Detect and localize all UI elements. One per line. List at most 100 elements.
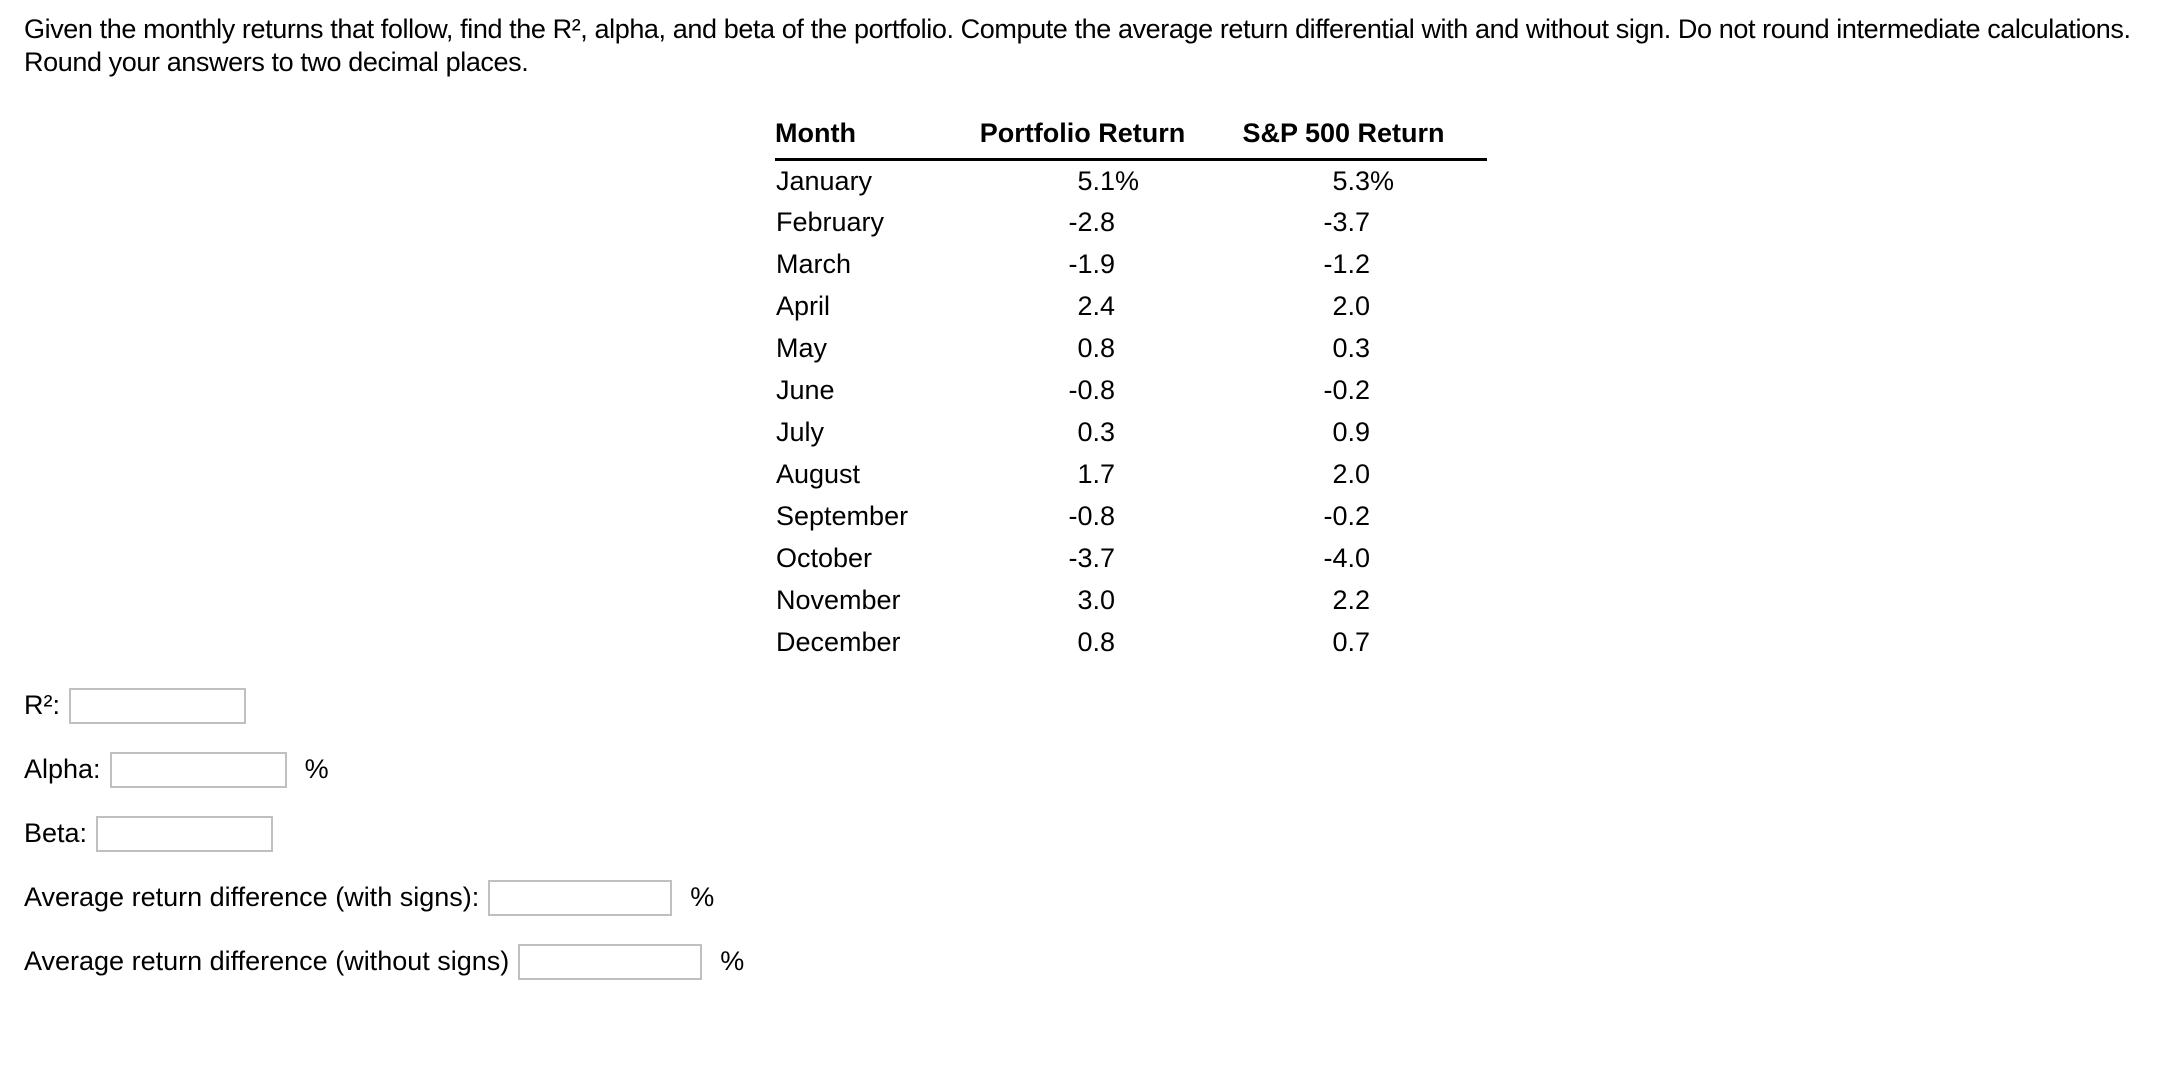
- portfolio-return-value: -1.9: [1068, 249, 1115, 279]
- avg-diff-without-signs-row: Average return difference (without signs…: [24, 942, 2182, 982]
- sp500-return-cell: 0.7: [1200, 622, 1487, 664]
- sp500-return-cell: -0.2: [1200, 496, 1487, 538]
- alpha-input[interactable]: [109, 751, 287, 788]
- month-cell: May: [776, 333, 828, 363]
- table-row: October -3.7 -4.0: [775, 538, 1487, 580]
- returns-table: Month Portfolio Return S&P 500 Return Ja…: [775, 117, 1487, 664]
- percent-suffix: %: [690, 882, 715, 912]
- beta-label: Beta:: [24, 818, 88, 848]
- sp500-return-cell: -4.0: [1200, 538, 1487, 580]
- beta-answer-row: Beta:: [24, 814, 2182, 854]
- month-cell: December: [776, 627, 901, 657]
- sp500-return-cell: 2.0: [1200, 454, 1487, 496]
- sp500-return-cell: -0.2: [1200, 370, 1487, 412]
- portfolio-return-cell: 0.8: [965, 328, 1200, 370]
- portfolio-return-unit: %: [1115, 165, 1140, 196]
- percent-suffix: %: [304, 754, 329, 784]
- sp500-return-value: 2.2: [1332, 585, 1370, 615]
- sp500-return-value: 0.7: [1332, 627, 1370, 657]
- avg-diff-without-signs-input[interactable]: [518, 943, 703, 980]
- sp500-return-cell: 2.0: [1200, 286, 1487, 328]
- month-cell: July: [776, 417, 825, 447]
- portfolio-return-cell: 1.7: [965, 454, 1200, 496]
- portfolio-return-cell: -1.9: [965, 244, 1200, 286]
- sp500-return-value: 0.3: [1332, 333, 1370, 363]
- sp500-return-value: -1.2: [1323, 249, 1370, 279]
- portfolio-return-value: 5.1: [1077, 165, 1115, 196]
- portfolio-return-value: 0.3: [1077, 417, 1115, 447]
- portfolio-return-value: 0.8: [1077, 627, 1115, 657]
- portfolio-return-cell: 2.4: [965, 286, 1200, 328]
- sp500-return-value: -4.0: [1323, 543, 1370, 573]
- table-row: July 0.3 0.9: [775, 412, 1487, 454]
- sp500-return-cell: 0.3: [1200, 328, 1487, 370]
- header-row: Month Portfolio Return S&P 500 Return: [775, 117, 1487, 161]
- column-header-portfolio-return: Portfolio Return: [965, 117, 1200, 161]
- sp500-return-cell: -1.2: [1200, 244, 1487, 286]
- portfolio-return-value: 2.4: [1077, 291, 1115, 321]
- portfolio-return-value: -0.8: [1068, 375, 1115, 405]
- table-row: February -2.8 -3.7: [775, 202, 1487, 244]
- sp500-return-unit: %: [1370, 165, 1395, 196]
- table-row: March -1.9 -1.2: [775, 244, 1487, 286]
- r2-input[interactable]: [69, 687, 246, 724]
- table-row: August 1.7 2.0: [775, 454, 1487, 496]
- r2-label: R²:: [24, 690, 60, 720]
- answers-section: R²: Alpha: % Beta: Average return differ…: [24, 686, 2182, 982]
- portfolio-return-value: 1.7: [1077, 459, 1115, 489]
- table-row: December 0.8 0.7: [775, 622, 1487, 664]
- portfolio-return-cell: 0.3: [965, 412, 1200, 454]
- table-row: November 3.0 2.2: [775, 580, 1487, 622]
- portfolio-return-value: 3.0: [1077, 585, 1115, 615]
- avg-diff-with-signs-label: Average return difference (with signs):: [24, 882, 480, 912]
- column-header-month: Month: [775, 117, 965, 161]
- sp500-return-cell: 2.2: [1200, 580, 1487, 622]
- portfolio-return-cell: -0.8: [965, 370, 1200, 412]
- portfolio-return-value: -0.8: [1068, 501, 1115, 531]
- portfolio-return-cell: 5.1%: [965, 160, 1200, 202]
- beta-input[interactable]: [96, 815, 274, 852]
- month-cell: April: [776, 291, 831, 321]
- sp500-return-value: -3.7: [1323, 207, 1370, 237]
- table-row: June -0.8 -0.2: [775, 370, 1487, 412]
- table-row: September -0.8 -0.2: [775, 496, 1487, 538]
- month-cell: June: [776, 375, 835, 405]
- column-header-sp500-return: S&P 500 Return: [1200, 117, 1487, 161]
- portfolio-return-cell: -0.8: [965, 496, 1200, 538]
- question-text: Given the monthly returns that follow, f…: [24, 14, 2131, 77]
- returns-table-body: January 5.1% 5.3% February -2.8 -3.7 March -1.9…: [775, 160, 1487, 664]
- avg-diff-with-signs-row: Average return difference (with signs): …: [24, 878, 2182, 918]
- portfolio-return-value: 0.8: [1077, 333, 1115, 363]
- portfolio-return-cell: -3.7: [965, 538, 1200, 580]
- alpha-answer-row: Alpha: %: [24, 750, 2182, 790]
- table-row: January 5.1% 5.3%: [775, 160, 1487, 202]
- portfolio-return-value: -2.8: [1068, 207, 1115, 237]
- avg-diff-with-signs-input[interactable]: [488, 879, 673, 916]
- r2-answer-row: R²:: [24, 686, 2182, 726]
- returns-table-header: Month Portfolio Return S&P 500 Return: [775, 117, 1487, 161]
- sp500-return-cell: 0.9: [1200, 412, 1487, 454]
- portfolio-return-cell: 3.0: [965, 580, 1200, 622]
- percent-suffix: %: [720, 946, 745, 976]
- sp500-return-value: 2.0: [1332, 291, 1370, 321]
- sp500-return-value: 5.3: [1332, 165, 1370, 196]
- alpha-label: Alpha:: [24, 754, 101, 784]
- sp500-return-value: -0.2: [1323, 375, 1370, 405]
- month-cell: March: [776, 249, 852, 279]
- sp500-return-value: 2.0: [1332, 459, 1370, 489]
- table-row: April 2.4 2.0: [775, 286, 1487, 328]
- portfolio-return-value: -3.7: [1068, 543, 1115, 573]
- month-cell: February: [776, 207, 885, 237]
- sp500-return-cell: 5.3%: [1200, 160, 1487, 202]
- sp500-return-value: -0.2: [1323, 501, 1370, 531]
- month-cell: September: [776, 501, 909, 531]
- portfolio-return-cell: -2.8: [965, 202, 1200, 244]
- month-cell: August: [776, 459, 861, 489]
- sp500-return-cell: -3.7: [1200, 202, 1487, 244]
- portfolio-return-cell: 0.8: [965, 622, 1200, 664]
- sp500-return-value: 0.9: [1332, 417, 1370, 447]
- month-cell: October: [776, 543, 873, 573]
- month-cell: January: [776, 165, 873, 196]
- avg-diff-without-signs-label: Average return difference (without signs…: [24, 946, 510, 976]
- table-row: May 0.8 0.3: [775, 328, 1487, 370]
